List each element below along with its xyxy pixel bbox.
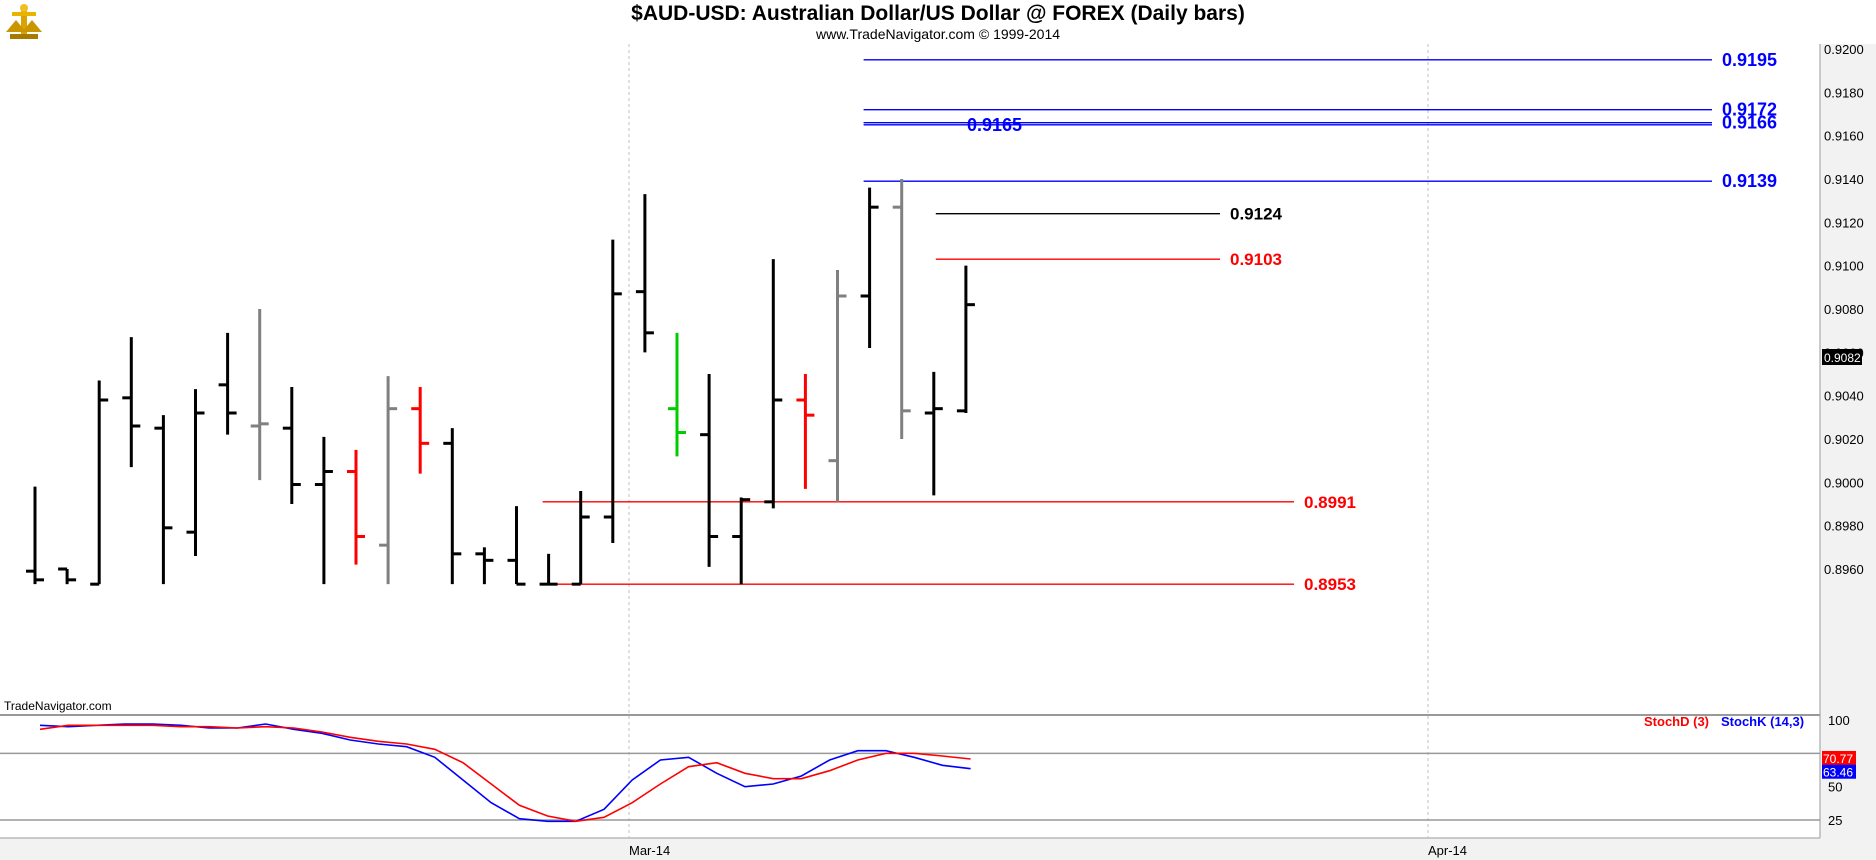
price-level-label: 0.9166 (1722, 113, 1777, 133)
stoch-panel-bg (0, 716, 1820, 838)
chart-subtitle: www.TradeNavigator.com © 1999-2014 (815, 26, 1061, 42)
price-level-label: 0.8991 (1304, 493, 1356, 512)
last-price-label: 0.9082 (1824, 351, 1861, 365)
chart-header: $AUD-USD: Australian Dollar/US Dollar @ … (0, 0, 1876, 44)
stoch-d-value-box (1822, 750, 1856, 765)
price-level-label: 0.8953 (1304, 575, 1356, 594)
price-level-label: 0.9195 (1722, 50, 1777, 70)
price-level-label: 0.9165 (967, 115, 1022, 135)
price-tick-label: 0.9120 (1824, 215, 1864, 230)
date-axis-ticks: Mar-14 Apr-14 (629, 843, 1467, 858)
price-tick-label: 0.9140 (1824, 172, 1864, 187)
date-tick-label: Mar-14 (629, 843, 670, 858)
date-tick-label: Apr-14 (1428, 843, 1467, 858)
price-tick-label: 0.8980 (1824, 519, 1864, 534)
stoch-tick-label: 100 (1828, 713, 1850, 728)
stoch-legend-d: StochD (3) (1644, 714, 1709, 729)
watermark-text: TradeNavigator.com (4, 699, 112, 713)
price-tick-label: 0.9000 (1824, 475, 1864, 490)
vertical-gridlines (628, 44, 1429, 838)
price-level-label: 0.9103 (1230, 250, 1282, 269)
price-tick-label: 0.9020 (1824, 432, 1864, 447)
stoch-k-value-box (1822, 764, 1856, 779)
price-level-label: 0.9172 (1722, 100, 1777, 120)
last-price-box (1822, 349, 1862, 365)
trade-navigator-logo-icon (6, 4, 42, 39)
price-level-label: 0.9124 (1230, 205, 1283, 224)
stoch-k-value: 63.46 (1823, 766, 1853, 780)
price-level-label: 0.9139 (1722, 171, 1777, 191)
stoch-d-value: 70.77 (1823, 752, 1853, 766)
ohlc-bars (26, 179, 975, 586)
chart-title: $AUD-USD: Australian Dollar/US Dollar @ … (631, 2, 1245, 25)
stoch-tick-label: 25 (1828, 813, 1842, 828)
price-tick-label: 0.9080 (1824, 302, 1864, 317)
price-tick-label: 0.9160 (1824, 129, 1864, 144)
price-panel-bg (0, 44, 1820, 714)
stoch-series-line (39, 724, 971, 823)
stoch-legend-k: StochK (14,3) (1721, 714, 1804, 729)
price-tick-label: 0.8960 (1824, 562, 1864, 577)
stoch-tick-label: 50 (1828, 780, 1842, 795)
price-tick-label: 0.9100 (1824, 259, 1864, 274)
price-tick-label: 0.9040 (1824, 389, 1864, 404)
price-tick-label: 0.9180 (1824, 85, 1864, 100)
price-tick-label: 0.9200 (1824, 42, 1864, 57)
price-axis-ticks: 0.9200 0.9180 0.9160 0.9140 0.9120 0.9100 0.90… (1824, 42, 1864, 577)
